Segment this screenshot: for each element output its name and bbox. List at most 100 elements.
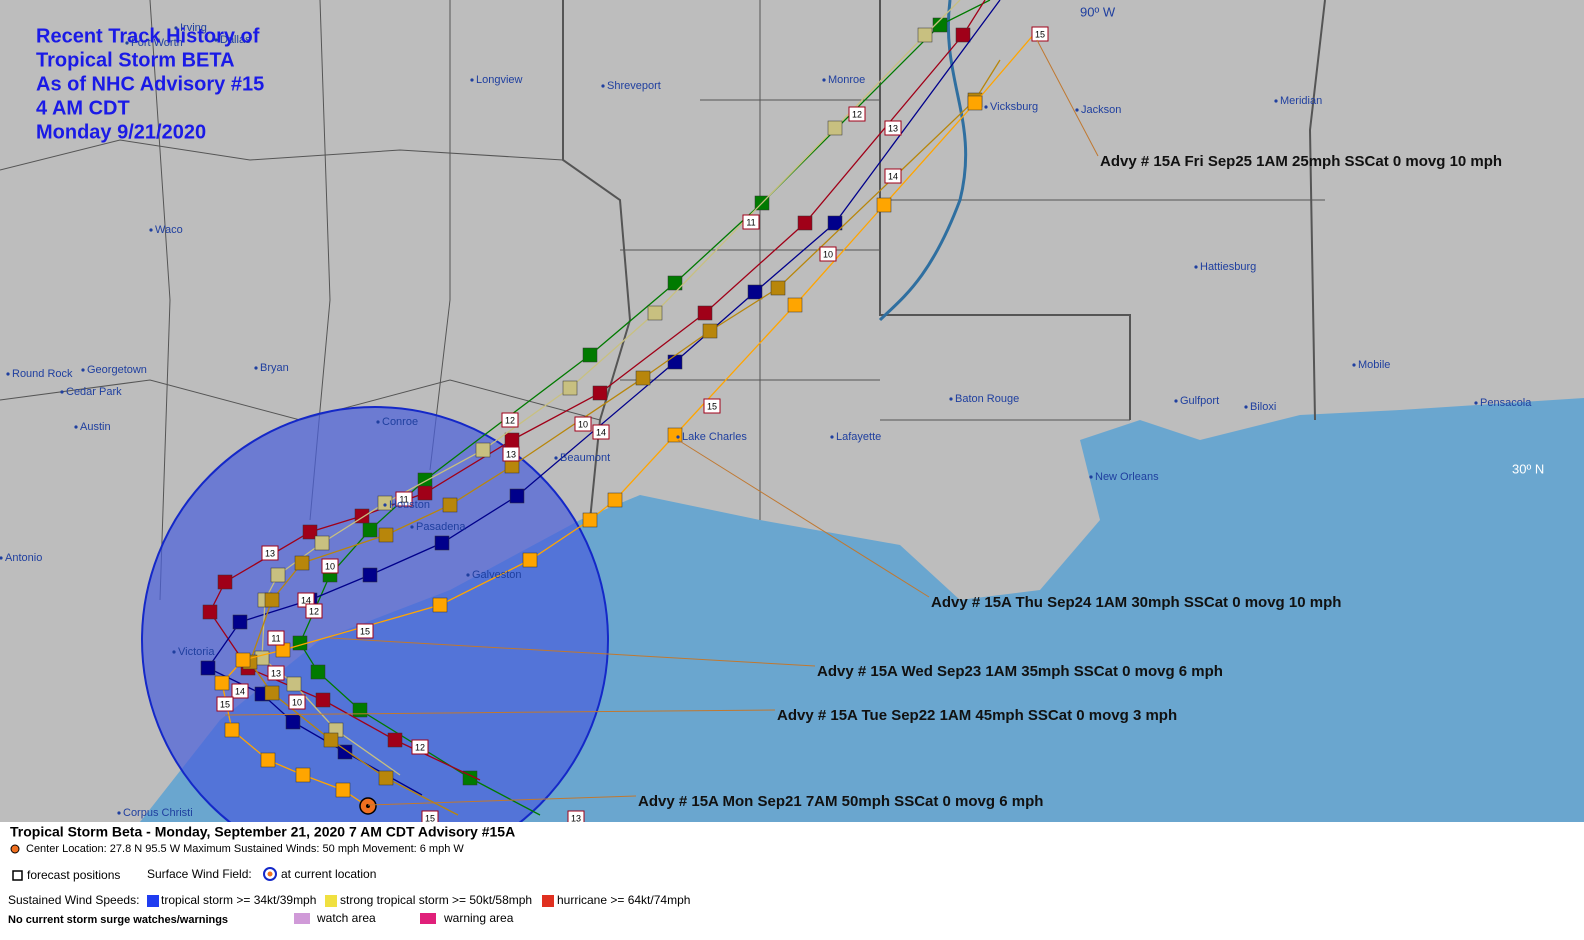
track-point	[302, 524, 318, 540]
track-point	[314, 535, 330, 551]
track-point	[224, 722, 240, 738]
track-point	[295, 767, 311, 783]
city-dot	[470, 78, 474, 82]
track-label-box	[848, 106, 866, 122]
legend-warning: warning area	[443, 911, 514, 925]
track-point	[323, 732, 339, 748]
track-point	[504, 432, 520, 448]
track-label-box	[231, 683, 249, 699]
city-label: Lafayette	[836, 431, 881, 443]
track-point	[592, 385, 608, 401]
track-label-box	[884, 120, 902, 136]
legend-sts: strong tropical storm >= 50kt/58mph	[340, 893, 532, 907]
track-label: 13	[888, 123, 898, 133]
track-label-box	[356, 623, 374, 639]
center-icon	[10, 844, 20, 854]
track-label-box	[501, 412, 519, 428]
track-point	[270, 567, 286, 583]
track-label: 15	[360, 626, 370, 636]
track-label-box	[261, 545, 279, 561]
city-dot	[383, 503, 387, 507]
city-dot	[174, 26, 178, 30]
legend-forecast: forecast positions	[27, 868, 120, 882]
track-point	[647, 305, 663, 321]
track-label: 15	[707, 401, 717, 411]
city-dot	[1174, 399, 1178, 403]
leader-line	[224, 709, 776, 716]
lat-label: 30º N	[1512, 461, 1544, 476]
track-point	[876, 197, 892, 213]
title-line: Tropical Storm BETA	[36, 49, 235, 71]
leader-line	[329, 637, 816, 667]
track-label: 12	[309, 606, 319, 616]
track-point	[264, 592, 280, 608]
advisory-label: Advy # 15A Thu Sep24 1AM 30mph SSCat 0 m…	[931, 594, 1341, 611]
leader-line	[677, 439, 930, 598]
forecast-icon	[12, 870, 23, 881]
track-point	[955, 27, 971, 43]
city-dot	[949, 397, 953, 401]
city-label: Meridian	[1280, 95, 1322, 107]
advisory-label: Advy # 15A Tue Sep22 1AM 45mph SSCat 0 m…	[777, 707, 1177, 724]
track-point	[294, 555, 310, 571]
city-dot	[74, 425, 78, 429]
track-label-box	[216, 696, 234, 712]
city-label: Fort Worth	[131, 37, 183, 49]
city-dot	[117, 811, 121, 815]
track-label-box	[592, 424, 610, 440]
legend-surge: No current storm surge watches/warnings	[8, 914, 228, 926]
city-label: Austin	[80, 421, 111, 433]
legend-hu: hurricane >= 64kt/74mph	[557, 893, 690, 907]
city-label: Antonio	[5, 552, 42, 564]
track-point	[434, 535, 450, 551]
legend-panel	[0, 822, 1584, 940]
track-point	[797, 215, 813, 231]
leader-line	[1036, 39, 1099, 157]
track-label-box	[502, 446, 520, 462]
city-label: Cedar Park	[66, 386, 122, 398]
track-point	[522, 552, 538, 568]
track-point	[417, 472, 433, 488]
track-label-box	[411, 739, 429, 755]
city-dot	[376, 420, 380, 424]
sts-swatch	[325, 895, 337, 907]
city-dot	[214, 38, 218, 42]
track-point	[378, 527, 394, 543]
track-point	[917, 27, 933, 43]
city-dot	[830, 435, 834, 439]
city-dot	[676, 435, 680, 439]
city-label: Galveston	[472, 569, 522, 581]
city-dot	[6, 372, 10, 376]
city-dot	[60, 390, 64, 394]
track-label: 12	[415, 742, 425, 752]
leader-line	[367, 795, 637, 806]
city-label: Hattiesburg	[1200, 261, 1256, 273]
track-point	[667, 275, 683, 291]
track-point	[747, 284, 763, 300]
city-label: Waco	[155, 224, 183, 236]
track-point	[582, 347, 598, 363]
track-point	[827, 120, 843, 136]
title-line: 4 AM CDT	[36, 97, 130, 119]
track-point	[967, 95, 983, 111]
lon-label: 90º W	[1080, 4, 1116, 19]
track-point	[260, 752, 276, 768]
track-label: 14	[888, 171, 898, 181]
title-line: Recent Track History of	[36, 25, 260, 47]
track-label-box	[819, 246, 837, 262]
track-label: 13	[571, 813, 581, 823]
city-dot	[1244, 405, 1248, 409]
city-label: Vicksburg	[990, 101, 1038, 113]
city-dot	[466, 573, 470, 577]
tracks	[200, 0, 1036, 816]
track-label: 13	[265, 548, 275, 558]
legend-center: Center Location: 27.8 N 95.5 W Maximum S…	[26, 843, 464, 855]
legend-header: Tropical Storm Beta - Monday, September …	[10, 824, 515, 840]
city-dot	[1474, 401, 1478, 405]
track-point	[315, 692, 331, 708]
track-point	[377, 495, 393, 511]
track-label: 14	[596, 427, 606, 437]
track-label: 12	[505, 415, 515, 425]
track-point	[442, 497, 458, 513]
